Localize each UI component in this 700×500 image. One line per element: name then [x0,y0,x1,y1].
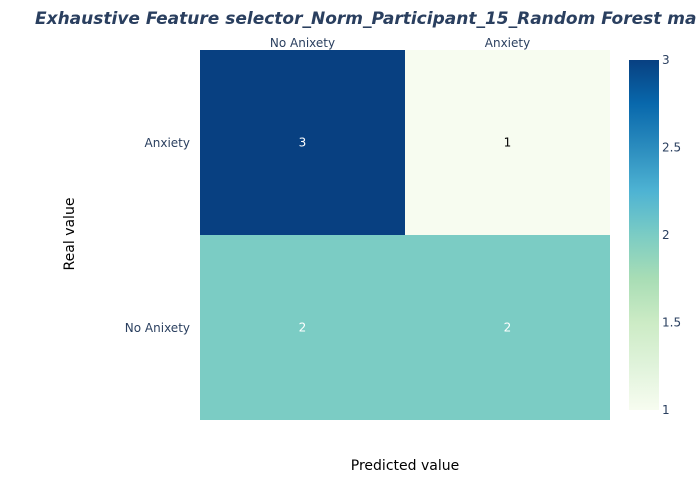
heatmap-cell-labels: 3 1 2 2 [299,136,512,335]
heatmap-cell-value: 3 [299,136,307,150]
heatmap-cell [405,50,610,235]
y-tick-label: No Anixety [125,321,190,335]
colorbar-tick-label: 3 [662,53,670,67]
heatmap-cell [200,235,405,420]
colorbar-tick-label: 1.5 [662,316,681,330]
x-axis-title: Predicted value [351,458,459,474]
heatmap-cell [200,50,405,235]
colorbar-tick-label: 2 [662,228,670,242]
y-tick-label: Anxiety [145,136,190,150]
colorbar [629,60,659,410]
x-tick-label: No Anixety [270,36,335,50]
colorbar-tick-label: 2.5 [662,141,681,155]
colorbar-ticks: 1 1.5 2 2.5 3 [662,53,681,417]
chart-title: Exhaustive Feature selector_Norm_Partici… [35,9,696,29]
heatmap-cell-value: 1 [504,136,512,150]
heatmap-cell [405,235,610,420]
x-tick-label: Anxiety [485,36,530,50]
y-axis-title: Real value [62,198,78,271]
heatmap-cell-value: 2 [504,321,512,335]
heatmap-cells [200,50,610,420]
heatmap-cell-value: 2 [299,321,307,335]
colorbar-tick-label: 1 [662,403,670,417]
